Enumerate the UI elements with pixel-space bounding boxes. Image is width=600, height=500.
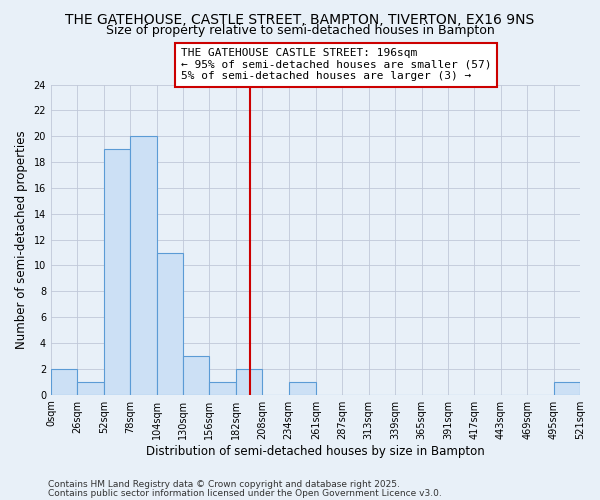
Bar xyxy=(77,382,104,394)
Bar xyxy=(130,136,157,394)
Bar xyxy=(289,382,316,394)
Text: Contains public sector information licensed under the Open Government Licence v3: Contains public sector information licen… xyxy=(48,488,442,498)
X-axis label: Distribution of semi-detached houses by size in Bampton: Distribution of semi-detached houses by … xyxy=(146,444,485,458)
Bar xyxy=(209,382,236,394)
Bar xyxy=(554,382,580,394)
Bar xyxy=(236,369,262,394)
Text: THE GATEHOUSE CASTLE STREET: 196sqm
← 95% of semi-detached houses are smaller (5: THE GATEHOUSE CASTLE STREET: 196sqm ← 95… xyxy=(181,48,491,82)
Text: THE GATEHOUSE, CASTLE STREET, BAMPTON, TIVERTON, EX16 9NS: THE GATEHOUSE, CASTLE STREET, BAMPTON, T… xyxy=(65,12,535,26)
Bar xyxy=(183,356,209,395)
Y-axis label: Number of semi-detached properties: Number of semi-detached properties xyxy=(15,130,28,349)
Bar xyxy=(51,369,77,394)
Bar xyxy=(157,252,183,394)
Text: Contains HM Land Registry data © Crown copyright and database right 2025.: Contains HM Land Registry data © Crown c… xyxy=(48,480,400,489)
Text: Size of property relative to semi-detached houses in Bampton: Size of property relative to semi-detach… xyxy=(106,24,494,37)
Bar xyxy=(104,149,130,394)
